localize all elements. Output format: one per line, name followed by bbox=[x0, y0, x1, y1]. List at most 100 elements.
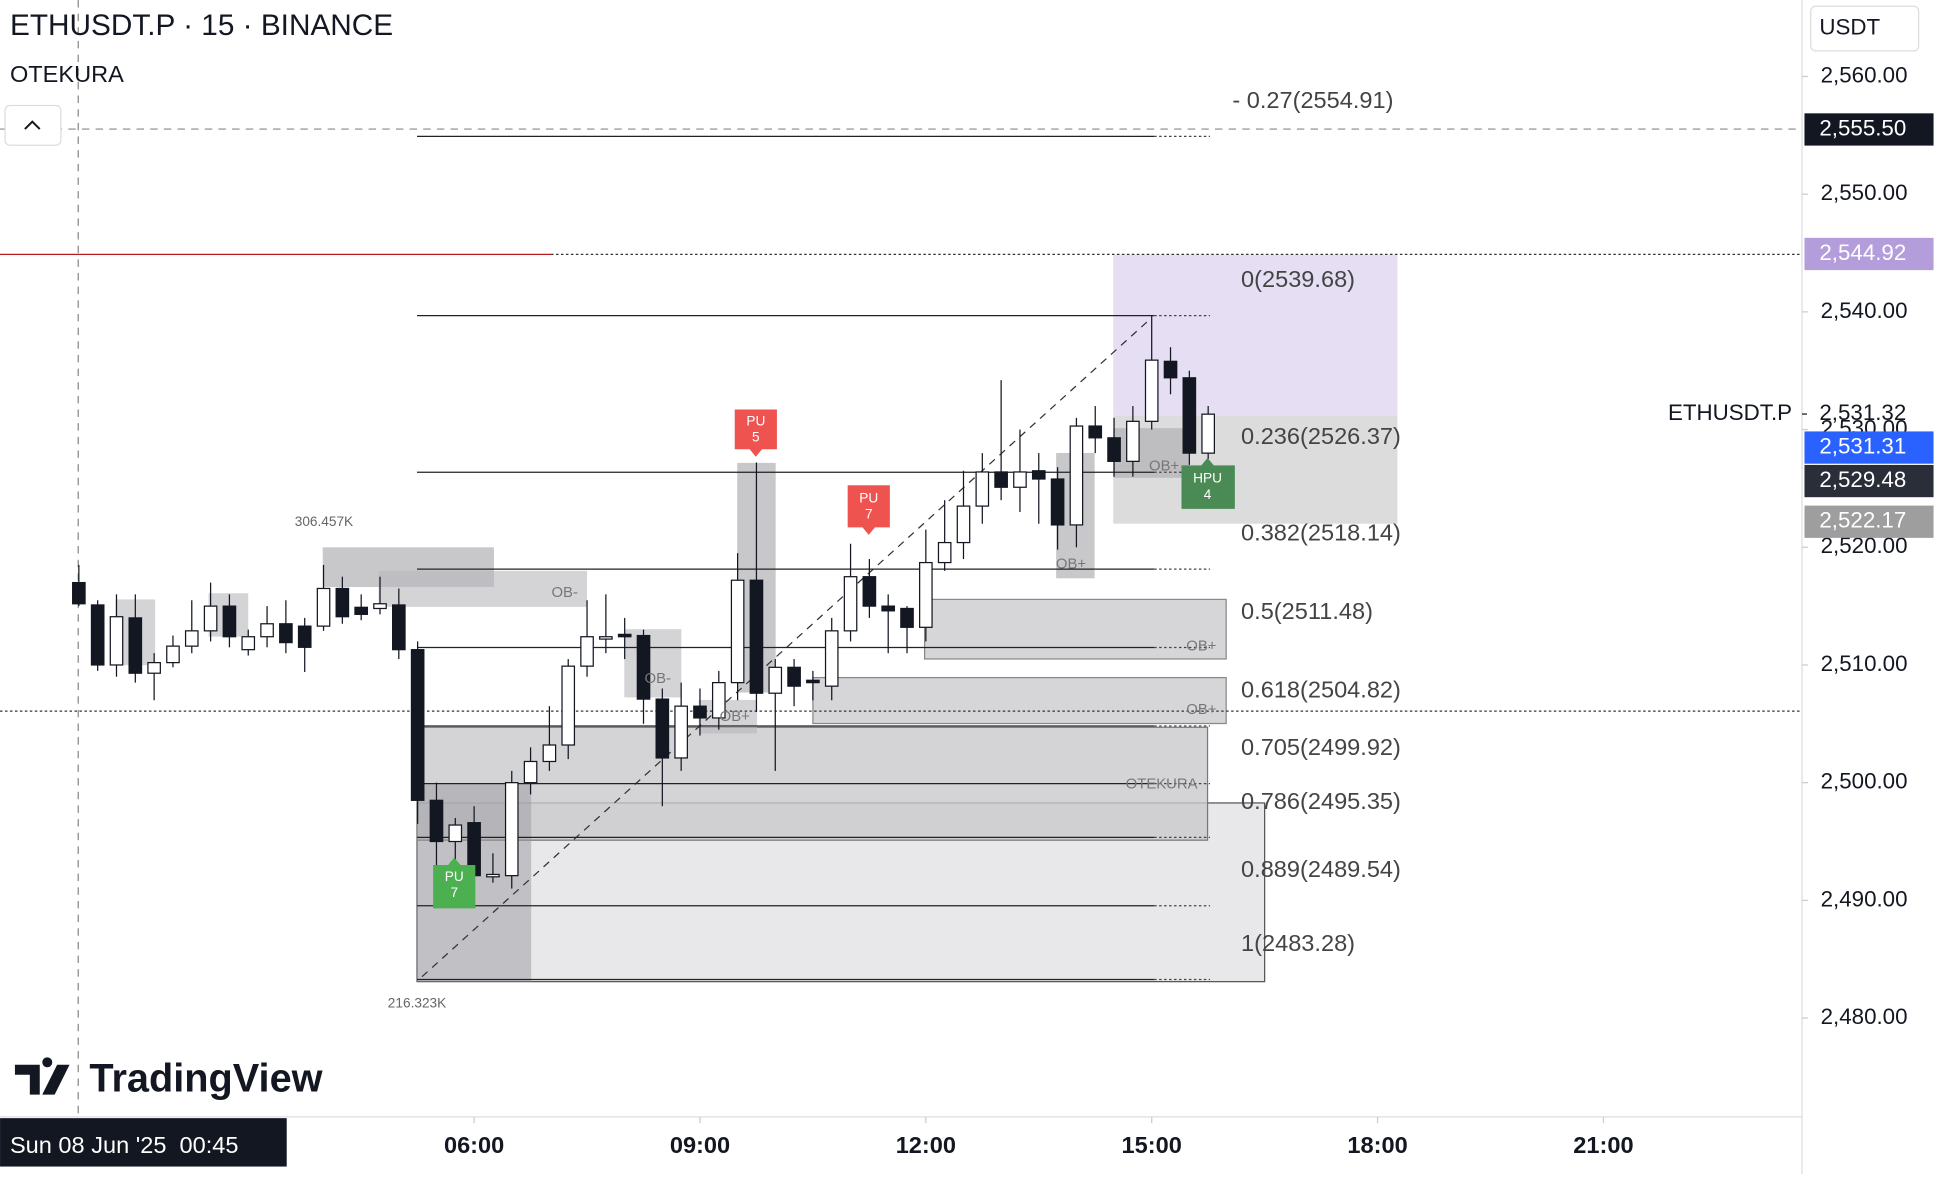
candle-body bbox=[919, 561, 933, 628]
y-tick-label: 2,540.00 bbox=[1821, 298, 1908, 323]
marker: PU7 bbox=[433, 857, 476, 909]
zone bbox=[624, 629, 682, 698]
y-tick-label: 2,510.00 bbox=[1821, 651, 1908, 676]
fib-label: - 0.27(2554.91) bbox=[1232, 87, 1393, 113]
price-tag bbox=[1804, 431, 1934, 464]
candle-body bbox=[1144, 359, 1159, 422]
candle-body bbox=[486, 873, 500, 878]
y-tick-label: 2,500.00 bbox=[1821, 769, 1908, 794]
chevron bbox=[24, 120, 41, 130]
candle-body bbox=[260, 623, 274, 638]
x-tick-label: 12:00 bbox=[896, 1132, 956, 1158]
price-tag-label: 2,544.92 bbox=[1819, 240, 1906, 265]
x-tick-label: 21:00 bbox=[1573, 1132, 1633, 1158]
price-tag bbox=[1804, 464, 1934, 498]
candle-body bbox=[693, 705, 707, 719]
ob-label: OB+ bbox=[720, 709, 750, 725]
marker-count: 7 bbox=[450, 885, 458, 900]
price-tag bbox=[1804, 505, 1934, 538]
candle-body bbox=[975, 471, 990, 507]
x-tick-label: 09:00 bbox=[670, 1132, 730, 1158]
candle-body bbox=[937, 541, 952, 564]
ob-label: OB+ bbox=[1056, 557, 1086, 573]
candle-body bbox=[241, 636, 256, 651]
candle-body bbox=[561, 665, 576, 746]
fib-label: 0.786(2495.35) bbox=[1241, 788, 1401, 814]
marker-text: PU bbox=[746, 414, 765, 429]
candle-body bbox=[72, 581, 86, 605]
candle-body bbox=[90, 604, 105, 666]
currency: USDT bbox=[1819, 14, 1880, 39]
zone bbox=[812, 676, 1227, 725]
price-tag bbox=[1804, 237, 1934, 271]
candle-body bbox=[373, 603, 387, 610]
marker-text: PU bbox=[859, 490, 878, 505]
candle-body bbox=[956, 505, 971, 544]
fib-label: 0.889(2489.54) bbox=[1241, 856, 1401, 882]
candle-body bbox=[806, 679, 820, 684]
y-tick-label: 2,560.00 bbox=[1821, 62, 1908, 87]
zone bbox=[1113, 428, 1189, 478]
fib-label: 0.382(2518.14) bbox=[1241, 520, 1401, 546]
candle-body bbox=[824, 630, 839, 687]
box-label: OTEKURA bbox=[1126, 776, 1198, 792]
candle-body bbox=[787, 666, 801, 687]
y-tick-label: 2,480.00 bbox=[1821, 1004, 1908, 1029]
candle-body bbox=[222, 605, 237, 638]
candle-body bbox=[184, 630, 199, 647]
marker-count: 7 bbox=[865, 507, 873, 522]
candle-body bbox=[768, 666, 783, 694]
candle-body bbox=[1031, 470, 1046, 480]
candle-body bbox=[297, 625, 312, 648]
collapse-button[interactable] bbox=[4, 104, 62, 146]
marker: PU 7 bbox=[847, 485, 890, 535]
x-tick-label: 18:00 bbox=[1347, 1132, 1407, 1158]
candle-body bbox=[1126, 420, 1140, 462]
candle-body bbox=[166, 645, 180, 664]
candle-body bbox=[448, 824, 463, 843]
y-axis: 2,480.002,490.002,500.002,510.002,520.00… bbox=[1668, 62, 1934, 1029]
y-tick-label: 2,550.00 bbox=[1821, 180, 1908, 205]
ob-label: OB- bbox=[551, 585, 577, 601]
candle-body bbox=[429, 799, 444, 843]
indicator-name: OTEKURA bbox=[10, 61, 124, 87]
ob-label: OB+ bbox=[1186, 639, 1216, 655]
fib-label: 0.236(2526.37) bbox=[1241, 423, 1401, 449]
candle-body bbox=[881, 605, 896, 612]
candle-body bbox=[1013, 471, 1027, 488]
price-tag bbox=[1804, 113, 1934, 146]
zone bbox=[923, 598, 1227, 660]
candle-body bbox=[279, 623, 293, 644]
candle-body bbox=[1107, 437, 1121, 462]
zone bbox=[378, 570, 588, 607]
crosshair-time-box bbox=[0, 1118, 287, 1167]
candle-body bbox=[1182, 377, 1197, 454]
candles bbox=[72, 315, 1215, 895]
fib-label: 0.618(2504.82) bbox=[1241, 676, 1401, 702]
candle-body bbox=[674, 705, 688, 759]
ob-label: OB+ bbox=[1186, 702, 1216, 718]
vol-label: 216.323K bbox=[388, 996, 446, 1011]
candle-body bbox=[1088, 425, 1103, 439]
candle-body bbox=[711, 682, 726, 719]
x-tick-label: 06:00 bbox=[444, 1132, 504, 1158]
candle-body bbox=[843, 576, 858, 632]
candle-body bbox=[504, 782, 519, 877]
currency-button[interactable] bbox=[1810, 5, 1920, 52]
candle-body bbox=[994, 471, 1008, 488]
vol-label: 306.457K bbox=[295, 514, 353, 529]
candle-body bbox=[1069, 425, 1084, 526]
price-tag-name: ETHUSDT.P bbox=[1668, 400, 1792, 425]
candle-body bbox=[316, 587, 331, 627]
crosshair-time: Sun 08 Jun '25 00:45 bbox=[10, 1132, 239, 1158]
fib-label: 1(2483.28) bbox=[1241, 930, 1355, 956]
logo: TradingView bbox=[14, 1056, 323, 1100]
candle-body bbox=[523, 760, 538, 784]
candle-body bbox=[749, 579, 764, 694]
candle-body bbox=[599, 636, 613, 640]
price-tag-label: 2,531.31 bbox=[1819, 433, 1906, 458]
y-tick-label: 2,490.00 bbox=[1821, 886, 1908, 911]
zone bbox=[698, 699, 758, 734]
ob-label: OB+ bbox=[1149, 459, 1179, 475]
